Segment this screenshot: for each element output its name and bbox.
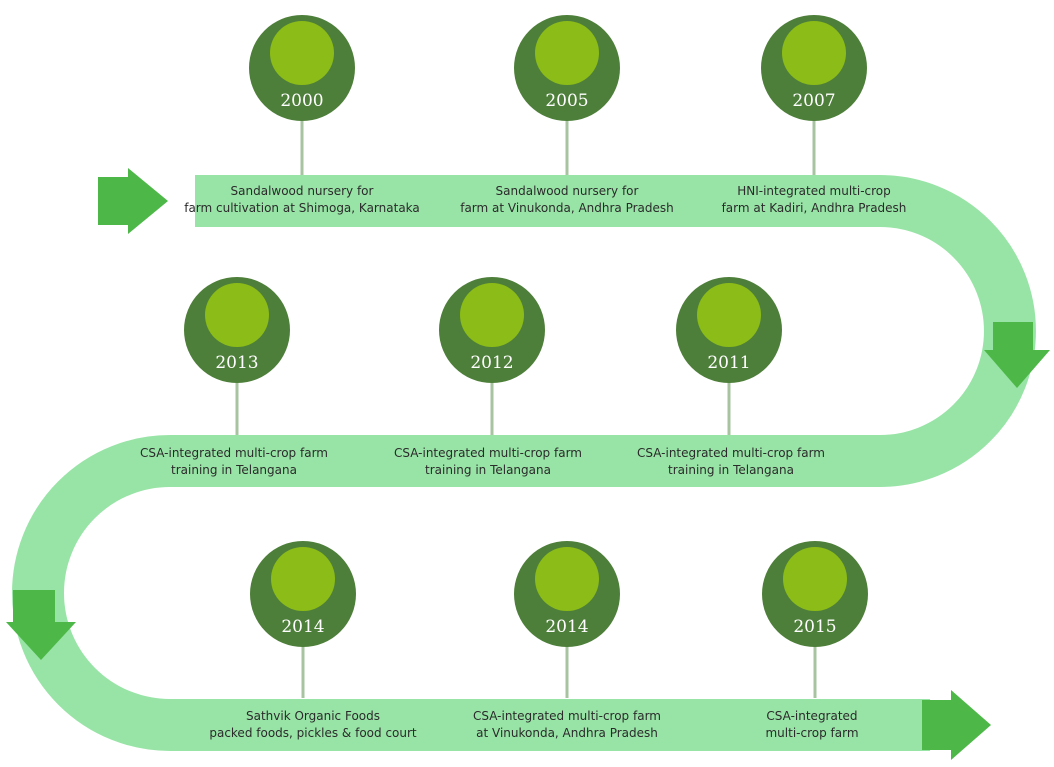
milestone-description: CSA-integrated multi-crop farm training i… — [581, 445, 881, 479]
milestone-year: 2011 — [707, 353, 750, 373]
milestone-description-line1: Sandalwood nursery for — [495, 184, 639, 198]
milestone-year: 2014 — [281, 617, 324, 637]
milestone-year: 2013 — [215, 353, 258, 373]
milestone-description: Sathvik Organic Foods packed foods, pickl… — [163, 708, 463, 742]
milestone-inner-circle — [460, 283, 524, 347]
milestone-description-line1: CSA-integrated multi-crop farm — [637, 446, 825, 460]
milestone-inner-circle — [782, 21, 846, 85]
milestone-description-line2: multi-crop farm — [765, 726, 859, 740]
milestone-year: 2005 — [545, 91, 588, 111]
milestone-description-line2: training in Telangana — [425, 463, 551, 477]
milestone-description-line1: HNI-integrated multi-crop — [737, 184, 891, 198]
milestone-description-line2: farm at Kadiri, Andhra Pradesh — [721, 201, 907, 215]
milestone-description: CSA-integrated multi-crop farm — [662, 708, 962, 742]
milestone-inner-circle — [697, 283, 761, 347]
milestone-year: 2015 — [793, 617, 836, 637]
milestone-year: 2014 — [545, 617, 588, 637]
down-arrow-left-icon — [6, 590, 76, 660]
milestone-description: HNI-integrated multi-crop farm at Kadiri,… — [664, 183, 964, 217]
milestone-description: CSA-integrated multi-crop farm at Vinukon… — [417, 708, 717, 742]
milestone-description-line1: CSA-integrated multi-crop farm — [140, 446, 328, 460]
milestone-inner-circle — [535, 547, 599, 611]
milestone-description-line1: Sathvik Organic Foods — [246, 709, 380, 723]
milestone-description-line2: at Vinukonda, Andhra Pradesh — [476, 726, 658, 740]
milestone-inner-circle — [270, 21, 334, 85]
milestone-node: 2015 — [762, 541, 868, 698]
down-arrow-right-icon — [984, 322, 1050, 388]
milestone-description-line2: training in Telangana — [171, 463, 297, 477]
milestone-description: CSA-integrated multi-crop farm training i… — [84, 445, 384, 479]
end-arrow-icon — [922, 690, 991, 760]
milestone-description-line1: CSA-integrated multi-crop farm — [394, 446, 582, 460]
milestone-inner-circle — [535, 21, 599, 85]
milestone-year: 2012 — [470, 353, 513, 373]
start-arrow-icon — [98, 168, 168, 234]
milestone-node: 2013 — [184, 277, 290, 435]
milestone-year: 2007 — [792, 91, 835, 111]
milestone-node: 2014 — [250, 541, 356, 698]
milestone-node: 2012 — [439, 277, 545, 435]
milestone-description-line1: CSA-integrated — [766, 709, 858, 723]
milestone-description: Sandalwood nursery for farm at Vinukonda,… — [417, 183, 717, 217]
milestone-description: Sandalwood nursery for farm cultivation a… — [152, 183, 452, 217]
milestone-inner-circle — [271, 547, 335, 611]
milestone-inner-circle — [783, 547, 847, 611]
milestone-description-line1: CSA-integrated multi-crop farm — [473, 709, 661, 723]
milestone-node: 2011 — [676, 277, 782, 435]
milestone-year: 2000 — [280, 91, 323, 111]
milestone-description-line2: packed foods, pickles & food court — [209, 726, 417, 740]
milestone-description-line2: farm at Vinukonda, Andhra Pradesh — [460, 201, 674, 215]
milestone-node: 2014 — [514, 541, 620, 698]
milestone-node: 2007 — [761, 15, 867, 175]
milestone-description: CSA-integrated multi-crop farm training i… — [338, 445, 638, 479]
milestone-inner-circle — [205, 283, 269, 347]
milestone-node: 2005 — [514, 15, 620, 175]
milestone-description-line2: farm cultivation at Shimoga, Karnataka — [184, 201, 420, 215]
timeline-road — [12, 175, 1036, 751]
milestone-description-line1: Sandalwood nursery for — [230, 184, 374, 198]
milestone-description-line2: training in Telangana — [668, 463, 794, 477]
milestone-node: 2000 — [249, 15, 355, 175]
